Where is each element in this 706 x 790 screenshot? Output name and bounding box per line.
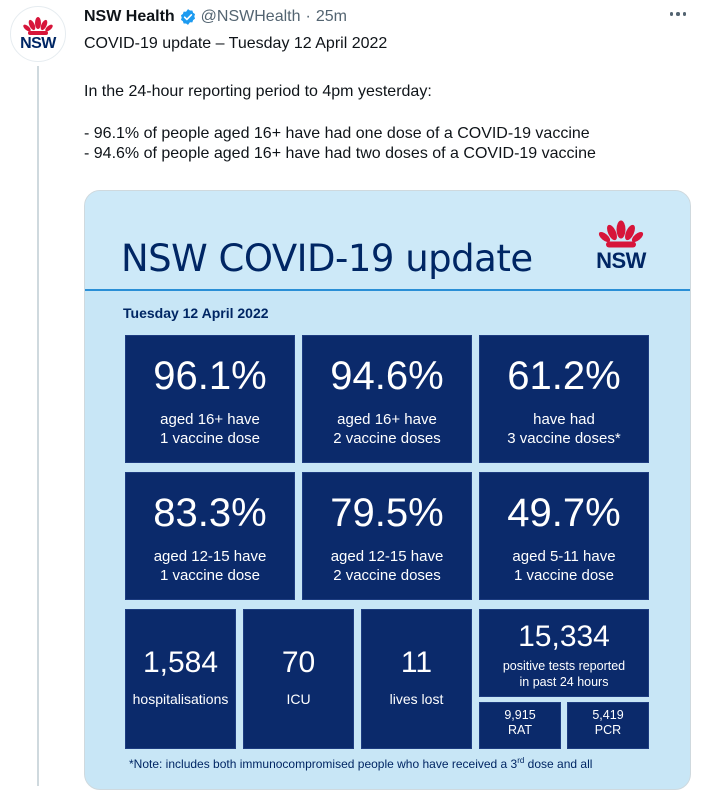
stat-tile: 83.3% aged 12-15 have 1 vaccine dose xyxy=(125,472,295,600)
footnote-text: dose and all xyxy=(524,757,593,771)
stat-label: aged 16+ have xyxy=(337,411,437,428)
stat-tile: 79.5% aged 12-15 have 2 vaccine doses xyxy=(302,472,472,600)
stat-label: aged 12-15 have xyxy=(153,548,267,565)
stat-value: 11 xyxy=(400,646,433,679)
pcr-tile: 5,419 PCR xyxy=(567,702,649,749)
positive-tests-tile: 15,334 positive tests reported in past 24… xyxy=(479,609,649,697)
stat-value: 83.3% xyxy=(153,491,267,535)
stat-label: aged 16+ have xyxy=(160,411,260,428)
stat-label: 1 vaccine dose xyxy=(513,567,615,584)
infographic-header: NSW COVID-19 update NSW xyxy=(85,191,690,291)
stat-label: PCR xyxy=(594,723,622,737)
footnote-superscript: rd xyxy=(517,756,525,765)
hospitalisations-tile: 1,584 hospitalisations xyxy=(125,609,236,749)
rat-tile: 9,915 RAT xyxy=(479,702,561,749)
stat-label: 3 vaccine doses* xyxy=(507,430,621,447)
stat-label: 1 vaccine dose xyxy=(159,567,261,584)
stat-label: positive tests reported xyxy=(502,659,626,673)
footnote: *Note: includes both immunocompromised p… xyxy=(129,756,592,771)
stat-value: 61.2% xyxy=(507,354,621,398)
tweet-line: COVID-19 update – Tuesday 12 April 2022 xyxy=(84,35,388,52)
stat-value: 79.5% xyxy=(330,491,444,535)
waratah-logo-icon xyxy=(23,17,53,35)
stat-label: hospitalisations xyxy=(132,691,229,707)
stat-label: in past 24 hours xyxy=(519,675,609,689)
stat-label: aged 12-15 have xyxy=(330,548,444,565)
stat-tile: 96.1% aged 16+ have 1 vaccine dose xyxy=(125,335,295,463)
stat-tile: 61.2% have had 3 vaccine doses* xyxy=(479,335,649,463)
avatar-logo-text: NSW xyxy=(20,35,56,52)
tweet-timestamp[interactable]: 25m xyxy=(315,8,347,25)
separator-dot: · xyxy=(305,8,311,25)
stat-value: 9,915 xyxy=(504,708,536,722)
stat-value: 94.6% xyxy=(330,354,444,398)
stat-label: 2 vaccine doses xyxy=(333,430,441,447)
stat-value: 5,419 xyxy=(592,708,624,722)
account-name[interactable]: NSW Health xyxy=(84,8,175,25)
stat-value: 49.7% xyxy=(507,491,621,535)
stat-value: 1,584 xyxy=(142,646,219,679)
waratah-logo-icon xyxy=(598,220,644,248)
more-options-icon[interactable] xyxy=(669,12,686,16)
stat-value: 96.1% xyxy=(153,354,267,398)
infographic-date: Tuesday 12 April 2022 xyxy=(123,305,269,321)
footnote-text: *Note: includes both immunocompromised p… xyxy=(129,757,518,771)
account-handle[interactable]: @NSWHealth xyxy=(200,8,301,25)
thread-line xyxy=(37,66,39,786)
tweet-line: In the 24-hour reporting period to 4pm y… xyxy=(84,83,432,100)
stat-value: 15,334 xyxy=(518,620,610,653)
tweet-line: - 94.6% of people aged 16+ have had two … xyxy=(84,145,596,162)
avatar[interactable]: NSW xyxy=(10,6,66,62)
tweet-media-image[interactable]: NSW COVID-19 update NSW Tuesday 12 April… xyxy=(84,190,691,790)
stat-tile: 94.6% aged 16+ have 2 vaccine doses xyxy=(302,335,472,463)
stat-label: RAT xyxy=(507,723,533,737)
stat-label: lives lost xyxy=(389,691,444,707)
tweet-header: NSW Health @NSWHealth · 25m xyxy=(84,7,347,27)
stat-label: aged 5-11 have xyxy=(512,548,616,565)
infographic-logo: NSW xyxy=(593,219,649,275)
stat-label: ICU xyxy=(286,691,311,707)
stat-tile: 49.7% aged 5-11 have 1 vaccine dose xyxy=(479,472,649,600)
tweet-text: COVID-19 update – Tuesday 12 April 2022 … xyxy=(84,34,684,164)
tweet-line: - 96.1% of people aged 16+ have had one … xyxy=(84,125,590,142)
verified-badge-icon xyxy=(180,9,195,25)
stat-label: 1 vaccine dose xyxy=(159,430,261,447)
stat-value: 70 xyxy=(281,646,316,679)
lives-lost-tile: 11 lives lost xyxy=(361,609,472,749)
stat-label: 2 vaccine doses xyxy=(333,567,441,584)
infographic-title: NSW COVID-19 update xyxy=(121,237,533,280)
logo-text: NSW xyxy=(596,248,646,273)
icu-tile: 70 ICU xyxy=(243,609,354,749)
stat-label: have had xyxy=(533,411,595,428)
